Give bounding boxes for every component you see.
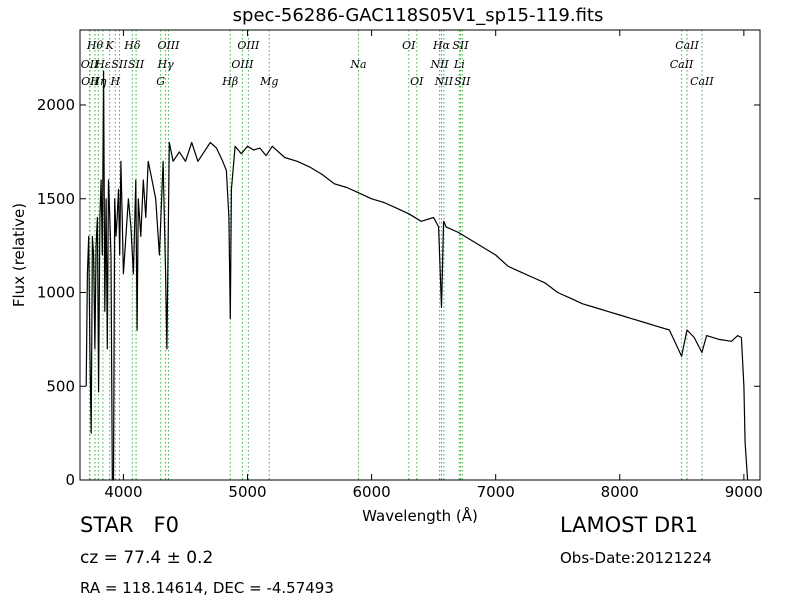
y-tick-label: 2000: [37, 96, 75, 114]
spectral-line-label: SII: [452, 39, 469, 52]
spectrum-series-line: [85, 70, 749, 481]
spectral-line-label: OI: [410, 75, 424, 88]
spectral-line-label: H: [109, 75, 120, 88]
spectral-line-label: SII: [111, 58, 128, 71]
observation-date: Obs-Date:20121224: [560, 549, 712, 567]
spectral-line-label: Li: [453, 58, 465, 71]
x-tick-label: 5000: [228, 483, 266, 501]
y-axis-label: Flux (relative): [10, 203, 28, 307]
spectral-line-label: G: [156, 75, 165, 88]
spectral-line-label: CaII: [675, 39, 699, 52]
spectral-line-label: OI: [402, 39, 416, 52]
spectral-line-label: K: [105, 39, 115, 52]
spectral-line-labels: OII OII Hθ Hη Hε K H SII Hδ SII G Hγ OIII Hβ OIII OIII M…: [81, 39, 715, 88]
spectral-line-label: Hα: [432, 39, 451, 52]
redshift-value: cz = 77.4 ± 0.2: [80, 548, 214, 568]
plot-frame: [79, 29, 761, 481]
spectral-line-label: Hη: [89, 75, 107, 88]
x-tick-label: 7000: [477, 483, 515, 501]
spectral-line-label: Na: [349, 58, 366, 71]
x-tick-label: 4000: [104, 483, 142, 501]
survey-label: LAMOST DR1: [560, 513, 699, 537]
spectral-line-label: Hγ: [157, 58, 175, 71]
spectral-line-label: OIII: [237, 39, 260, 52]
axis-ticks: 4000 5000 6000 7000 8000 9000 0 500 1000 1500 2000: [37, 30, 763, 501]
spectral-line-label: Hβ: [221, 75, 238, 88]
x-tick-label: 6000: [353, 483, 391, 501]
spectral-line-label: Hδ: [123, 39, 141, 52]
spectral-line-label: CaII: [670, 58, 694, 71]
y-tick-label: 0: [65, 471, 75, 489]
spectral-line-label: Hθ: [86, 39, 104, 52]
x-axis-label: Wavelength (Å): [362, 506, 478, 525]
x-tick-label: 9000: [725, 483, 763, 501]
spectral-line-label: SII: [128, 58, 145, 71]
spectral-line-label: Hε: [94, 58, 111, 71]
spectral-line-label: OII: [81, 58, 99, 71]
spectral-line-label: SII: [454, 75, 471, 88]
coordinates: RA = 118.14614, DEC = -4.57493: [80, 579, 334, 597]
spectral-line-label: OIII: [157, 39, 180, 52]
spectral-line-label: OIII: [231, 58, 254, 71]
spectral-line-label: OII: [81, 75, 99, 88]
spectral-line-markers: [89, 30, 703, 480]
y-tick-label: 1000: [37, 284, 75, 302]
y-tick-label: 500: [46, 377, 75, 395]
chart-title: spec-56286-GAC118S05V1_sp15-119.fits: [232, 5, 604, 26]
object-class-label: STAR F0: [80, 513, 179, 537]
spectral-line-label: Mg: [259, 75, 278, 88]
y-tick-label: 1500: [37, 190, 75, 208]
spectral-line-label: CaII: [690, 75, 714, 88]
spectral-line-label: NII: [429, 58, 449, 71]
x-tick-label: 8000: [601, 483, 639, 501]
spectral-line-label: NII: [434, 75, 454, 88]
